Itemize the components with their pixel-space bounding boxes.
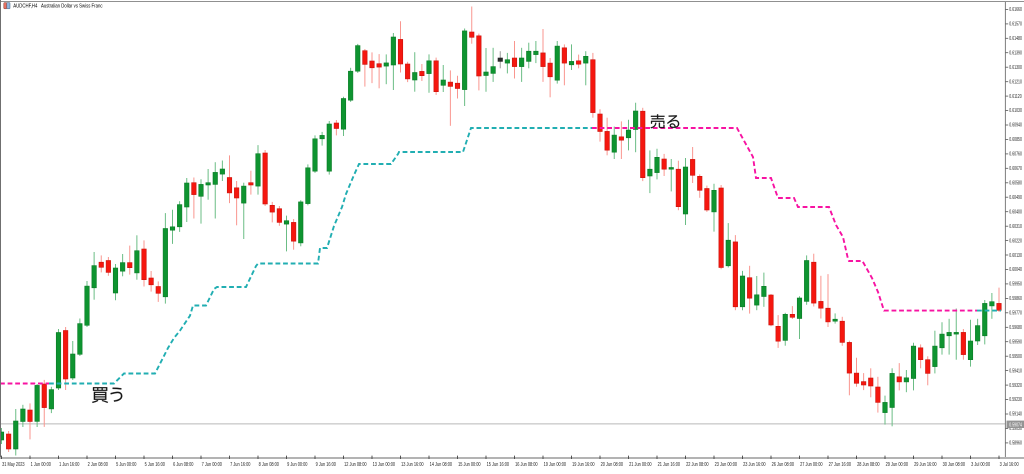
svg-text:0.59770: 0.59770 <box>1009 310 1022 316</box>
svg-text:29 Jun 16:00: 29 Jun 16:00 <box>914 461 937 467</box>
svg-text:29 Jun 00:00: 29 Jun 00:00 <box>886 461 909 467</box>
svg-text:0.61120: 0.61120 <box>1009 93 1022 99</box>
svg-text:0.59500: 0.59500 <box>1009 353 1022 359</box>
svg-text:22 Jun 08:00: 22 Jun 08:00 <box>686 461 709 467</box>
svg-text:7 Jun 00:00: 7 Jun 00:00 <box>202 461 223 467</box>
svg-text:12 Jun 08:00: 12 Jun 08:00 <box>344 461 367 467</box>
svg-text:0.60130: 0.60130 <box>1009 252 1022 258</box>
svg-text:23 Jun 16:00: 23 Jun 16:00 <box>743 461 766 467</box>
svg-text:21 Jun 16:00: 21 Jun 16:00 <box>658 461 681 467</box>
svg-text:0.61570: 0.61570 <box>1009 21 1022 27</box>
svg-text:9 Jun 16:00: 9 Jun 16:00 <box>316 461 337 467</box>
svg-text:0.59320: 0.59320 <box>1009 382 1022 388</box>
svg-text:0.59860: 0.59860 <box>1009 295 1022 301</box>
svg-text:0.60400: 0.60400 <box>1009 209 1022 215</box>
svg-text:9 Jun 00:00: 9 Jun 00:00 <box>287 461 308 467</box>
svg-text:30 Jun 08:00: 30 Jun 08:00 <box>943 461 966 467</box>
svg-text:27 Jun 00:00: 27 Jun 00:00 <box>800 461 823 467</box>
svg-text:0.61030: 0.61030 <box>1009 108 1022 114</box>
svg-text:0.61480: 0.61480 <box>1009 35 1022 41</box>
svg-text:20 Jun 08:00: 20 Jun 08:00 <box>601 461 624 467</box>
svg-text:0.59680: 0.59680 <box>1009 324 1022 330</box>
svg-text:0.60220: 0.60220 <box>1009 238 1022 244</box>
svg-text:0.59590: 0.59590 <box>1009 339 1022 345</box>
svg-text:26 Jun 08:00: 26 Jun 08:00 <box>772 461 795 467</box>
svg-text:13 Jun 16:00: 13 Jun 16:00 <box>401 461 424 467</box>
svg-text:16 Jun 08:00: 16 Jun 08:00 <box>515 461 538 467</box>
svg-text:13 Jun 00:00: 13 Jun 00:00 <box>373 461 396 467</box>
svg-text:0.59950: 0.59950 <box>1009 281 1022 287</box>
svg-text:5 Jun 00:00: 5 Jun 00:00 <box>116 461 137 467</box>
svg-text:0.60580: 0.60580 <box>1009 180 1022 186</box>
svg-text:0.59410: 0.59410 <box>1009 368 1022 374</box>
svg-text:31 May 2023: 31 May 2023 <box>2 461 25 467</box>
svg-text:0.60670: 0.60670 <box>1009 165 1022 171</box>
svg-text:19 Jun 16:00: 19 Jun 16:00 <box>572 461 595 467</box>
svg-text:2 Jun 08:00: 2 Jun 08:00 <box>88 461 109 467</box>
svg-text:0.61300: 0.61300 <box>1009 64 1022 70</box>
svg-text:27 Jun 16:00: 27 Jun 16:00 <box>829 461 852 467</box>
svg-text:0.60760: 0.60760 <box>1009 151 1022 157</box>
svg-text:7 Jun 16:00: 7 Jun 16:00 <box>230 461 251 467</box>
svg-text:0.61660: 0.61660 <box>1009 6 1022 12</box>
svg-text:28 Jun 08:00: 28 Jun 08:00 <box>857 461 880 467</box>
svg-text:1 Jun 00:00: 1 Jun 00:00 <box>31 461 52 467</box>
svg-text:0.60850: 0.60850 <box>1009 136 1022 142</box>
svg-text:0.61210: 0.61210 <box>1009 79 1022 85</box>
svg-text:0.59230: 0.59230 <box>1009 397 1022 403</box>
svg-text:15 Jun 16:00: 15 Jun 16:00 <box>487 461 510 467</box>
svg-text:0.59140: 0.59140 <box>1009 411 1022 417</box>
svg-text:23 Jun 00:00: 23 Jun 00:00 <box>715 461 738 467</box>
svg-text:5 Jun 16:00: 5 Jun 16:00 <box>145 461 166 467</box>
svg-text:21 Jun 00:00: 21 Jun 00:00 <box>629 461 652 467</box>
svg-text:15 Jun 00:00: 15 Jun 00:00 <box>458 461 481 467</box>
svg-text:0.60490: 0.60490 <box>1009 194 1022 200</box>
svg-text:0.61390: 0.61390 <box>1009 50 1022 56</box>
svg-text:0.59074: 0.59074 <box>1009 422 1022 428</box>
svg-text:1 Jun 16:00: 1 Jun 16:00 <box>59 461 80 467</box>
svg-text:0.60310: 0.60310 <box>1009 223 1022 229</box>
svg-text:6 Jun 08:00: 6 Jun 08:00 <box>173 461 194 467</box>
svg-text:3 Jul 00:00: 3 Jul 00:00 <box>971 461 990 467</box>
svg-text:AUDCHF,H4 Australian Dollar: AUDCHF,H4 Australian Dollar vs Swiss Fra… <box>13 3 103 8</box>
svg-text:19 Jun 00:00: 19 Jun 00:00 <box>544 461 567 467</box>
svg-text:14 Jun 08:00: 14 Jun 08:00 <box>430 461 453 467</box>
svg-text:8 Jun 08:00: 8 Jun 08:00 <box>259 461 280 467</box>
svg-text:0.58960: 0.58960 <box>1009 440 1022 446</box>
svg-text:0.60940: 0.60940 <box>1009 122 1022 128</box>
svg-text:3 Jul 16:00: 3 Jul 16:00 <box>1000 461 1019 467</box>
svg-text:0.60040: 0.60040 <box>1009 267 1022 273</box>
